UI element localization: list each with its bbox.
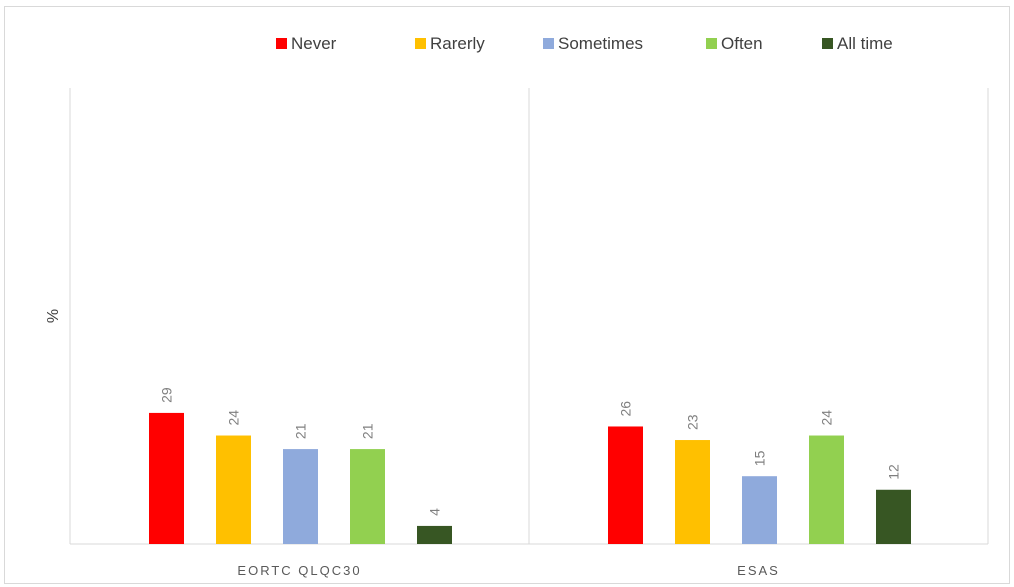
data-labels: 29 24 21 21 4 26 23 15 24 12 bbox=[159, 387, 902, 516]
legend-item-rarerly: Rarerly bbox=[415, 34, 485, 53]
bar-eortc-qlqc30-rarerly bbox=[216, 435, 251, 544]
legend-swatch-rarerly bbox=[415, 38, 426, 49]
legend-swatch-often bbox=[706, 38, 717, 49]
y-axis-label: % bbox=[45, 309, 62, 323]
legend-label-all-time: All time bbox=[837, 34, 893, 53]
legend-swatch-all-time bbox=[822, 38, 833, 49]
data-label-esas-all-time: 12 bbox=[886, 464, 902, 480]
legend-swatch-never bbox=[276, 38, 287, 49]
bar-esas-often bbox=[809, 435, 844, 544]
data-label-eortc-qlqc30-all-time: 4 bbox=[427, 508, 443, 516]
data-label-eortc-qlqc30-often: 21 bbox=[360, 423, 376, 439]
legend-label-rarerly: Rarerly bbox=[430, 34, 485, 53]
legend-label-often: Often bbox=[721, 34, 763, 53]
category-label-eortc-qlqc30: EORTC QLQC30 bbox=[237, 563, 361, 578]
axes bbox=[69, 88, 989, 545]
legend: Never Rarerly Sometimes Often All time bbox=[276, 34, 893, 53]
data-label-esas-sometimes: 15 bbox=[752, 450, 768, 466]
data-label-esas-rarerly: 23 bbox=[685, 414, 701, 430]
legend-item-sometimes: Sometimes bbox=[543, 34, 643, 53]
legend-label-sometimes: Sometimes bbox=[558, 34, 643, 53]
bar-eortc-qlqc30-all-time bbox=[417, 525, 452, 544]
data-label-eortc-qlqc30-never: 29 bbox=[159, 387, 175, 403]
legend-item-often: Often bbox=[706, 34, 763, 53]
bar-esas-never bbox=[608, 426, 643, 544]
bar-eortc-qlqc30-often bbox=[350, 449, 385, 544]
data-label-esas-never: 26 bbox=[618, 401, 634, 417]
bar-eortc-qlqc30-sometimes bbox=[283, 449, 318, 544]
legend-item-never: Never bbox=[276, 34, 337, 53]
bar-esas-sometimes bbox=[742, 476, 777, 544]
bars bbox=[149, 412, 911, 544]
bar-eortc-qlqc30-never bbox=[149, 412, 184, 544]
data-label-eortc-qlqc30-rarerly: 24 bbox=[226, 410, 242, 426]
legend-label-never: Never bbox=[291, 34, 337, 53]
legend-item-all-time: All time bbox=[822, 34, 893, 53]
data-label-esas-often: 24 bbox=[819, 410, 835, 426]
category-label-esas: ESAS bbox=[737, 563, 780, 578]
legend-swatch-sometimes bbox=[543, 38, 554, 49]
data-label-eortc-qlqc30-sometimes: 21 bbox=[293, 423, 309, 439]
bar-esas-all-time bbox=[876, 489, 911, 544]
bar-esas-rarerly bbox=[675, 440, 710, 544]
category-labels: EORTC QLQC30 ESAS bbox=[237, 563, 780, 578]
